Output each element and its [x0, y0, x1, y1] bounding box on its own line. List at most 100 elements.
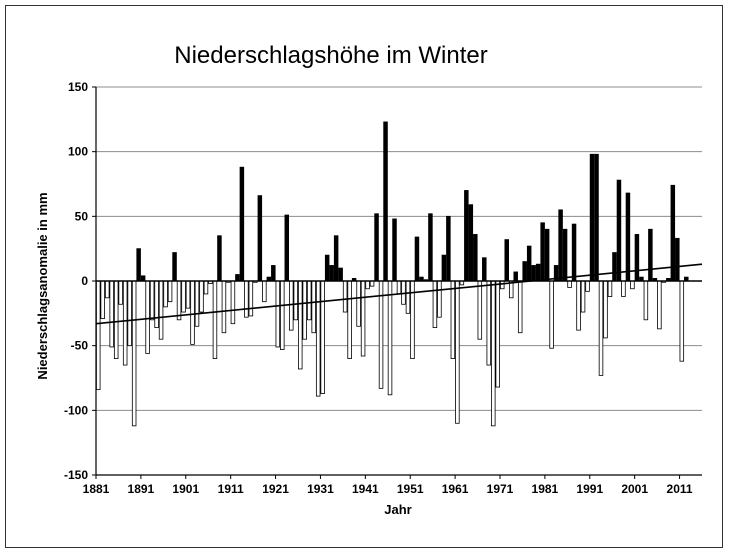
bar-1928 [306, 280, 312, 321]
bar-1944 [378, 280, 384, 389]
bar-1923 [284, 214, 290, 282]
bar-series [96, 121, 689, 427]
bar-1893 [149, 280, 155, 321]
bar-2006 [657, 280, 662, 330]
bar-1977 [526, 245, 532, 282]
bar-1993 [598, 280, 604, 376]
bar-1904 [199, 280, 204, 313]
bar-1998 [621, 280, 626, 297]
x-tick-label: 1931 [307, 482, 334, 496]
y-tick-label: -100 [64, 403, 88, 417]
bar-1887 [122, 280, 128, 366]
bar-1982 [549, 280, 554, 349]
bar-1898 [172, 252, 177, 282]
bar-1884 [109, 280, 114, 348]
bar-1969 [491, 280, 496, 427]
bar-1936 [342, 280, 348, 313]
x-tick-label: 2011 [667, 482, 693, 496]
bar-1889 [131, 280, 137, 427]
bar-1909 [221, 280, 227, 334]
bar-1924 [289, 280, 294, 331]
x-tick-label: 1951 [397, 482, 424, 496]
y-tick-label: 0 [81, 274, 88, 288]
bar-1897 [167, 280, 173, 303]
bar-1931 [320, 280, 325, 394]
bar-1896 [163, 280, 168, 308]
x-tick-label: 1911 [218, 482, 244, 496]
bar-1935 [338, 267, 343, 282]
bar-1992 [594, 153, 599, 282]
bar-1952 [414, 236, 420, 282]
bar-1922 [280, 280, 285, 350]
bar-1995 [607, 280, 613, 297]
trend-line [95, 263, 703, 325]
bar-1979 [535, 263, 541, 282]
bar-1966 [477, 280, 483, 340]
bar-1967 [482, 257, 487, 282]
chart-title: Niederschlagshöhe im Winter [174, 42, 487, 69]
bar-1997 [616, 179, 622, 282]
bar-1926 [297, 280, 303, 370]
bar-1932 [324, 254, 330, 282]
bar-1960 [450, 280, 456, 359]
bar-1929 [311, 280, 316, 334]
bar-1968 [486, 280, 492, 366]
bar-1986 [567, 280, 572, 288]
axes [95, 87, 702, 476]
bar-1930 [315, 280, 321, 397]
bar-1956 [432, 280, 438, 328]
bar-1885 [113, 280, 119, 359]
bar-1959 [446, 215, 451, 282]
bar-1945 [383, 121, 388, 282]
bar-1984 [558, 209, 563, 282]
bar-1907 [212, 280, 218, 359]
y-tick-label: 150 [68, 80, 88, 94]
bar-1900 [181, 280, 186, 313]
x-tick-label: 1971 [487, 482, 514, 496]
bar-1937 [347, 280, 352, 359]
bar-1987 [571, 223, 577, 282]
y-tick-label: -50 [71, 339, 89, 353]
x-tick-label: 1921 [262, 482, 289, 496]
bar-2000 [630, 280, 635, 290]
bar-1972 [504, 239, 509, 282]
bar-1978 [531, 265, 536, 282]
bar-1890 [136, 248, 141, 282]
precipitation-anomaly-chart: Niederschlagshöhe im Winter 150 100 50 0 -50… [35, 42, 703, 517]
bar-1933 [329, 265, 334, 282]
bar-1950 [405, 280, 411, 314]
x-tick-label: 1901 [172, 482, 199, 496]
bar-1921 [275, 280, 281, 348]
x-axis-label: Jahr [384, 502, 411, 517]
bar-2001 [634, 234, 640, 282]
x-tick-label: 1981 [532, 482, 559, 496]
bar-1915 [248, 280, 254, 317]
bar-1991 [589, 153, 595, 282]
y-tick-label: -150 [64, 468, 88, 482]
bar-2004 [648, 228, 653, 282]
bar-1903 [194, 280, 200, 327]
bar-1913 [239, 166, 245, 282]
bar-1971 [499, 280, 505, 290]
bar-1965 [473, 234, 478, 282]
bar-1963 [464, 190, 469, 282]
bar-1920 [271, 265, 276, 282]
bar-1988 [576, 280, 581, 331]
bar-1892 [145, 280, 150, 354]
bar-1990 [585, 280, 590, 292]
bar-1975 [517, 280, 523, 334]
bar-1881 [96, 280, 101, 391]
bar-1925 [293, 280, 299, 321]
bar-1943 [374, 213, 379, 282]
bar-1957 [437, 280, 442, 318]
bar-1934 [333, 235, 339, 282]
x-tick-label: 1961 [442, 482, 469, 496]
bar-1985 [562, 228, 568, 282]
bar-1958 [441, 254, 447, 282]
bar-1989 [580, 280, 586, 313]
bar-1914 [244, 280, 249, 318]
bar-1948 [396, 280, 402, 295]
bar-1912 [235, 274, 240, 282]
x-tick-labels: 1881 1891 1901 1911 1921 1931 1941 1951 1961 1971… [83, 475, 693, 496]
bar-1883 [104, 280, 110, 299]
